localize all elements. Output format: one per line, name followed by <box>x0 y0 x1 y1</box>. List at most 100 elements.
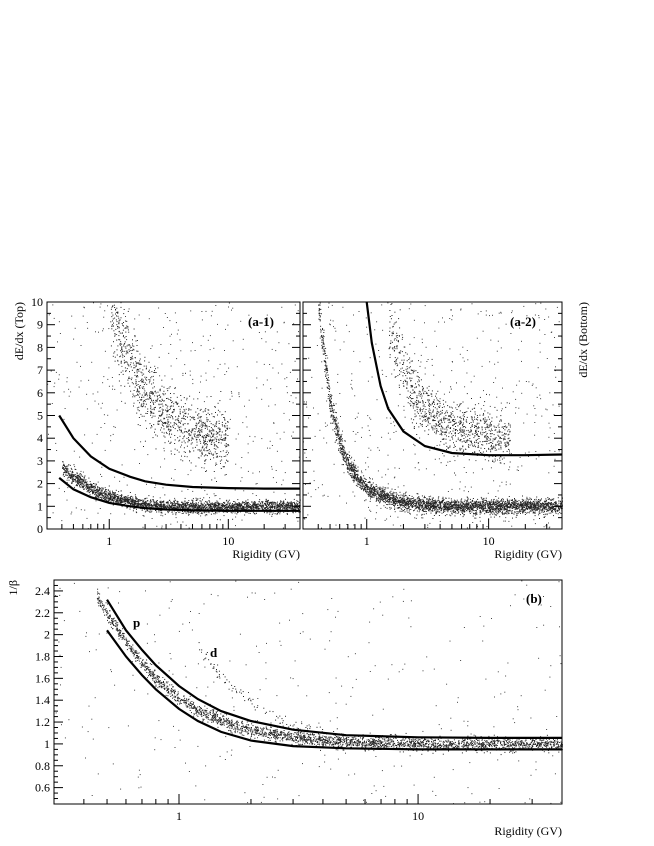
data-point <box>193 511 195 513</box>
data-point <box>115 495 117 497</box>
data-point <box>239 503 241 505</box>
data-point <box>199 506 201 508</box>
data-point <box>533 503 535 505</box>
data-point <box>142 401 144 403</box>
data-point <box>406 496 408 498</box>
data-point <box>77 478 79 480</box>
data-point <box>70 473 72 475</box>
data-point <box>163 417 165 419</box>
data-point <box>357 479 359 481</box>
data-point <box>161 423 163 425</box>
data-point <box>143 365 145 367</box>
data-point <box>137 400 139 402</box>
data-point <box>136 512 138 514</box>
data-point <box>150 405 152 407</box>
data-point <box>220 451 222 453</box>
data-point <box>178 426 180 428</box>
data-point <box>75 481 77 483</box>
data-point <box>235 509 237 511</box>
noise-point <box>186 456 188 458</box>
noise-point <box>148 382 150 384</box>
data-point <box>92 491 93 493</box>
data-point <box>205 425 207 427</box>
data-point <box>185 372 186 374</box>
data-point <box>195 505 197 507</box>
noise-point <box>63 391 65 393</box>
data-point <box>131 355 133 357</box>
data-point <box>259 505 261 507</box>
data-point <box>102 495 104 497</box>
data-point <box>390 490 392 492</box>
data-point <box>156 503 158 505</box>
data-point <box>174 439 176 441</box>
data-point <box>222 466 224 468</box>
data-point <box>237 507 238 509</box>
data-point <box>416 498 418 500</box>
data-point <box>159 415 161 417</box>
data-point <box>161 413 163 415</box>
data-point <box>200 513 202 514</box>
data-point <box>325 372 327 374</box>
data-point <box>150 499 152 501</box>
data-point <box>439 501 441 503</box>
data-point <box>285 504 287 506</box>
data-point <box>279 511 281 513</box>
data-point <box>138 391 140 393</box>
data-point <box>123 498 125 500</box>
data-point <box>222 439 224 441</box>
data-point <box>266 505 267 507</box>
data-point <box>137 424 139 426</box>
data-point <box>481 498 483 500</box>
data-point <box>179 410 181 412</box>
data-point <box>486 504 488 506</box>
data-point <box>154 504 156 506</box>
data-point <box>324 350 326 352</box>
data-point <box>143 386 145 388</box>
data-point <box>118 321 120 323</box>
data-point <box>118 317 120 319</box>
data-point <box>335 426 337 428</box>
data-point <box>146 376 148 378</box>
data-point <box>126 507 128 509</box>
noise-point <box>107 378 109 380</box>
data-point <box>242 505 244 507</box>
data-point <box>523 505 525 507</box>
data-point <box>114 493 116 495</box>
data-point <box>174 419 176 421</box>
data-point <box>150 392 152 394</box>
data-point <box>156 399 158 401</box>
noise-point <box>226 371 228 373</box>
data-point <box>290 501 292 503</box>
data-point <box>279 503 280 504</box>
data-point <box>104 495 106 497</box>
data-point <box>113 304 115 306</box>
data-point <box>370 492 372 493</box>
noise-point <box>161 525 163 527</box>
data-point <box>196 441 198 443</box>
data-point <box>109 497 111 499</box>
data-point <box>381 490 383 491</box>
data-point <box>208 439 210 441</box>
data-point <box>204 410 206 412</box>
data-point <box>106 497 108 499</box>
data-point <box>102 492 104 494</box>
data-point <box>175 416 177 418</box>
data-point <box>134 502 136 504</box>
data-point <box>202 508 204 510</box>
data-point <box>68 470 70 472</box>
data-point <box>187 502 189 504</box>
data-point <box>224 508 226 509</box>
data-point <box>133 367 135 369</box>
data-point <box>270 508 272 510</box>
noise-point <box>79 456 81 458</box>
data-point <box>152 393 154 395</box>
data-point <box>121 501 123 503</box>
data-point <box>179 413 181 415</box>
data-point <box>219 509 221 510</box>
data-point <box>234 503 236 505</box>
data-point <box>129 492 131 493</box>
data-point <box>127 363 129 365</box>
data-point <box>225 429 227 431</box>
noise-point <box>266 379 268 381</box>
data-point <box>125 350 127 352</box>
